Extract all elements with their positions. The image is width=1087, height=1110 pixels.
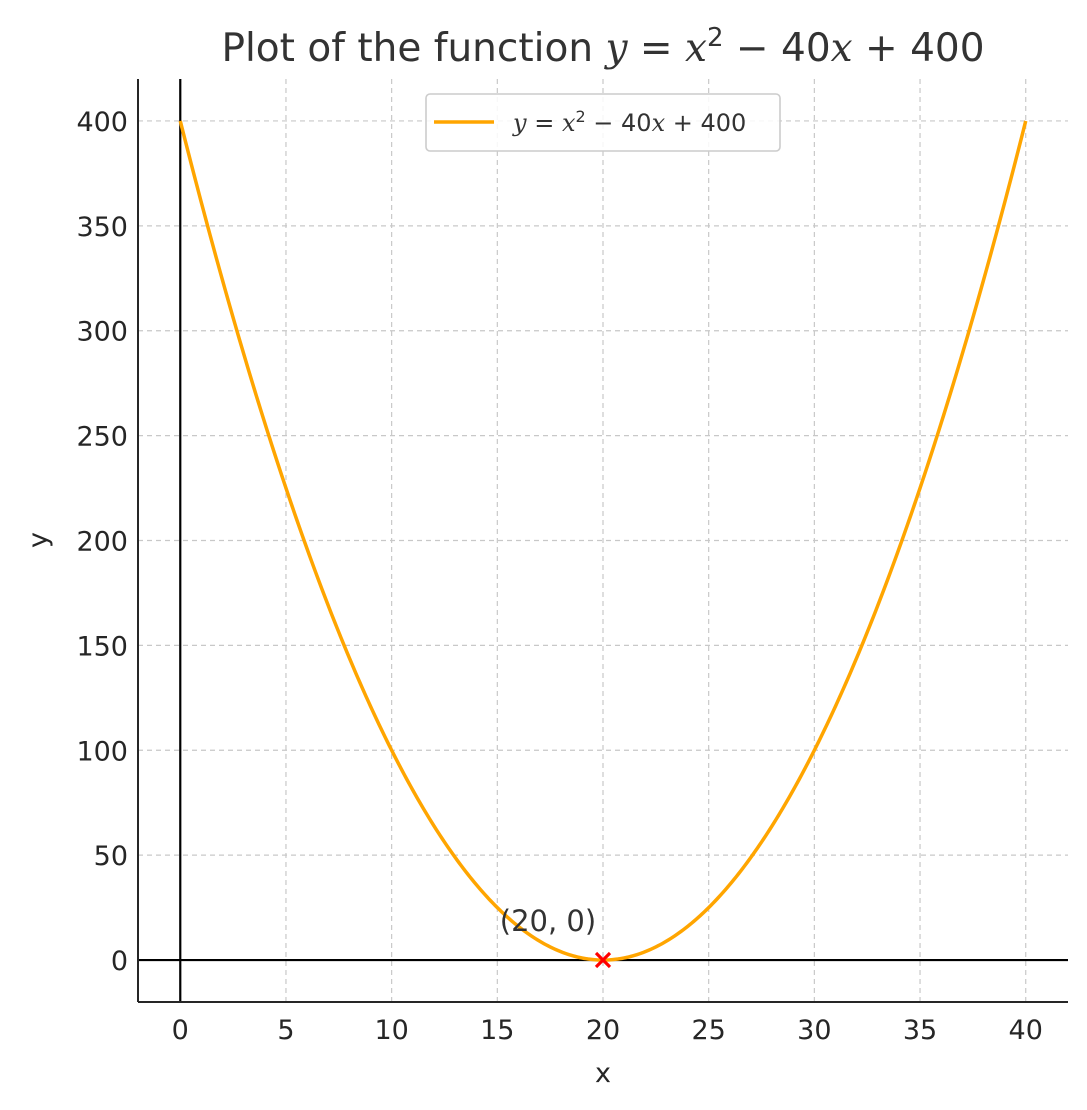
legend: y = x2 − 40x + 400 (425, 93, 781, 152)
y-tick-label: 300 (76, 317, 128, 348)
vertex-annotation: (20, 0) (500, 904, 596, 938)
x-tick-label: 25 (692, 1015, 726, 1046)
x-tick-label: 35 (903, 1015, 937, 1046)
y-tick-label: 150 (76, 631, 128, 662)
y-tick-label: 350 (76, 212, 128, 243)
x-tick-label: 40 (1009, 1015, 1043, 1046)
legend-frame (425, 93, 781, 152)
marker-layer: (20, 0) (500, 904, 612, 969)
x-tick-label: 0 (172, 1015, 189, 1046)
y-tick-label: 400 (76, 107, 128, 138)
y-tick-label: 100 (76, 736, 128, 767)
grid (138, 79, 1068, 1002)
chart-title: Plot of the function y = x2 − 40x + 400 (221, 23, 984, 71)
vertex-marker (594, 951, 612, 969)
x-tick-label: 5 (277, 1015, 294, 1046)
y-tick-label: 0 (111, 946, 128, 977)
x-tick-label: 20 (586, 1015, 620, 1046)
y-tick-label: 200 (76, 527, 128, 558)
legend-label: y = x2 − 40x + 400 (512, 107, 746, 138)
y-tick-label: 50 (94, 841, 128, 872)
x-tick-label: 15 (480, 1015, 514, 1046)
y-tick-label: 250 (76, 422, 128, 453)
x-tick-label: 10 (374, 1015, 408, 1046)
y-axis-label: y (23, 532, 54, 548)
x-axis-label: x (595, 1058, 611, 1089)
axes (137, 79, 1068, 1003)
x-tick-label: 30 (797, 1015, 831, 1046)
